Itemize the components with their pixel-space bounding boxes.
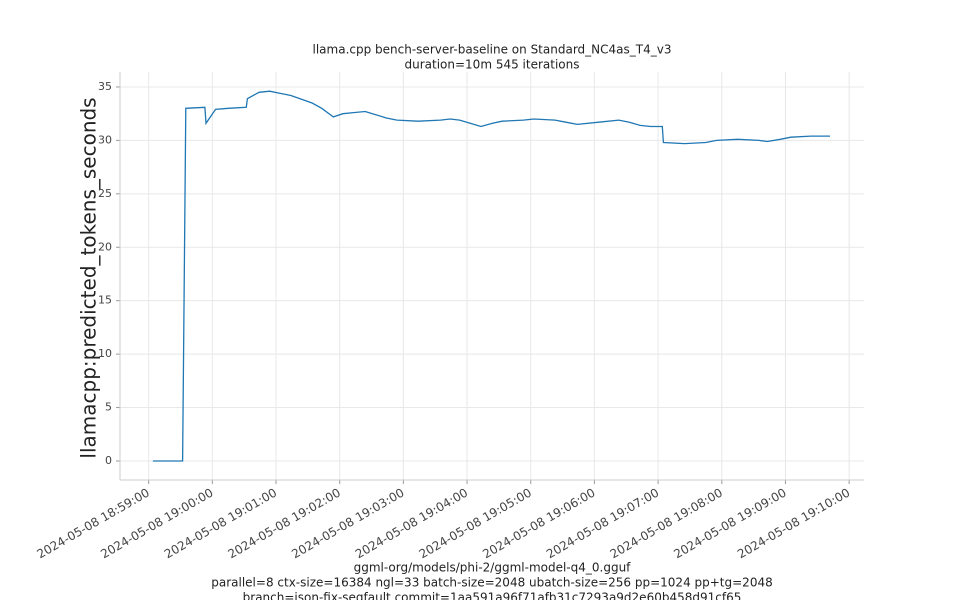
x-tick-label: 2024-05-08 19:10:00 [735, 486, 852, 562]
x-axis-label: parallel=8 ctx-size=16384 ngl=33 batch-s… [211, 576, 772, 590]
x-tick-label: 2024-05-08 18:59:00 [35, 486, 152, 562]
x-tick-label: 2024-05-08 19:00:00 [98, 486, 215, 562]
y-tick-label: 30 [98, 133, 112, 146]
x-tick-label: 2024-05-08 19:04:00 [353, 486, 470, 562]
y-tick-label: 25 [98, 187, 112, 200]
chart-title: llama.cpp bench-server-baseline on Stand… [313, 43, 672, 57]
x-tick-label: 2024-05-08 19:09:00 [671, 486, 788, 562]
y-tick-label: 0 [105, 454, 112, 467]
x-tick-label: 2024-05-08 19:03:00 [289, 486, 406, 562]
chart-subtitle: duration=10m 545 iterations [405, 58, 580, 72]
x-tick-label: 2024-05-08 19:07:00 [544, 486, 661, 562]
x-axis-label: branch=json-fix-segfault commit=1aa591a9… [243, 591, 742, 600]
x-axis-label: ggml-org/models/phi-2/ggml-model-q4_0.gg… [354, 561, 632, 575]
data-line [152, 90, 830, 462]
x-tick-label: 2024-05-08 19:08:00 [608, 486, 725, 562]
x-tick-label: 2024-05-08 19:01:00 [162, 486, 279, 562]
y-tick-label: 20 [98, 240, 112, 253]
y-axis-label: llamacpp:predicted_tokens_seconds [77, 97, 101, 458]
x-tick-label: 2024-05-08 19:06:00 [480, 486, 597, 562]
x-tick-label: 2024-05-08 19:02:00 [226, 486, 343, 562]
x-tick-label: 2024-05-08 19:05:00 [417, 486, 534, 562]
y-tick-label: 5 [105, 401, 112, 414]
y-tick-label: 35 [98, 80, 112, 93]
y-tick-label: 10 [98, 347, 112, 360]
y-tick-label: 15 [98, 294, 112, 307]
